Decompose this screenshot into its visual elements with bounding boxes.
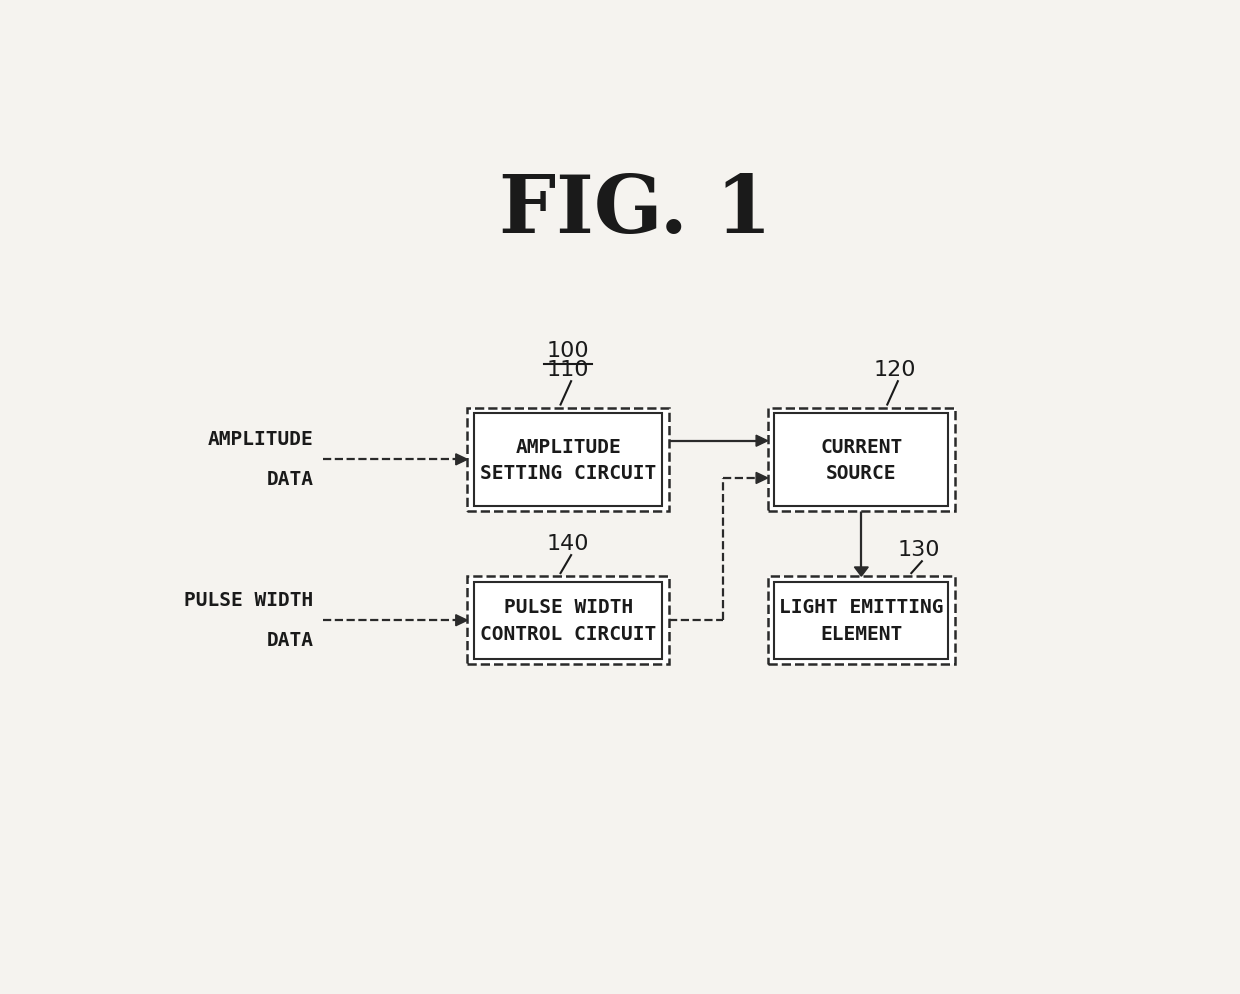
Polygon shape xyxy=(756,435,768,446)
Text: AMPLITUDE: AMPLITUDE xyxy=(208,429,314,448)
Bar xyxy=(467,577,670,665)
Polygon shape xyxy=(456,615,467,626)
Bar xyxy=(467,409,670,512)
Bar xyxy=(474,581,662,659)
Polygon shape xyxy=(456,454,467,465)
Bar xyxy=(774,414,949,506)
Text: 100: 100 xyxy=(547,340,589,361)
Bar xyxy=(768,409,955,512)
Bar xyxy=(474,414,662,506)
Text: DATA: DATA xyxy=(267,630,314,649)
Bar xyxy=(768,577,955,665)
Text: LIGHT EMITTING
ELEMENT: LIGHT EMITTING ELEMENT xyxy=(779,597,944,643)
Text: PULSE WIDTH: PULSE WIDTH xyxy=(185,590,314,609)
Text: 110: 110 xyxy=(547,360,589,380)
Text: FIG. 1: FIG. 1 xyxy=(500,172,771,250)
Text: PULSE WIDTH
CONTROL CIRCUIT: PULSE WIDTH CONTROL CIRCUIT xyxy=(480,597,656,643)
Text: DATA: DATA xyxy=(267,469,314,488)
Polygon shape xyxy=(854,568,868,577)
Text: CURRENT
SOURCE: CURRENT SOURCE xyxy=(820,437,903,483)
Text: AMPLITUDE
SETTING CIRCUIT: AMPLITUDE SETTING CIRCUIT xyxy=(480,437,656,483)
Text: 120: 120 xyxy=(874,360,916,380)
Text: 140: 140 xyxy=(547,533,589,554)
Bar xyxy=(774,581,949,659)
Text: 130: 130 xyxy=(898,540,940,560)
Polygon shape xyxy=(756,473,768,484)
